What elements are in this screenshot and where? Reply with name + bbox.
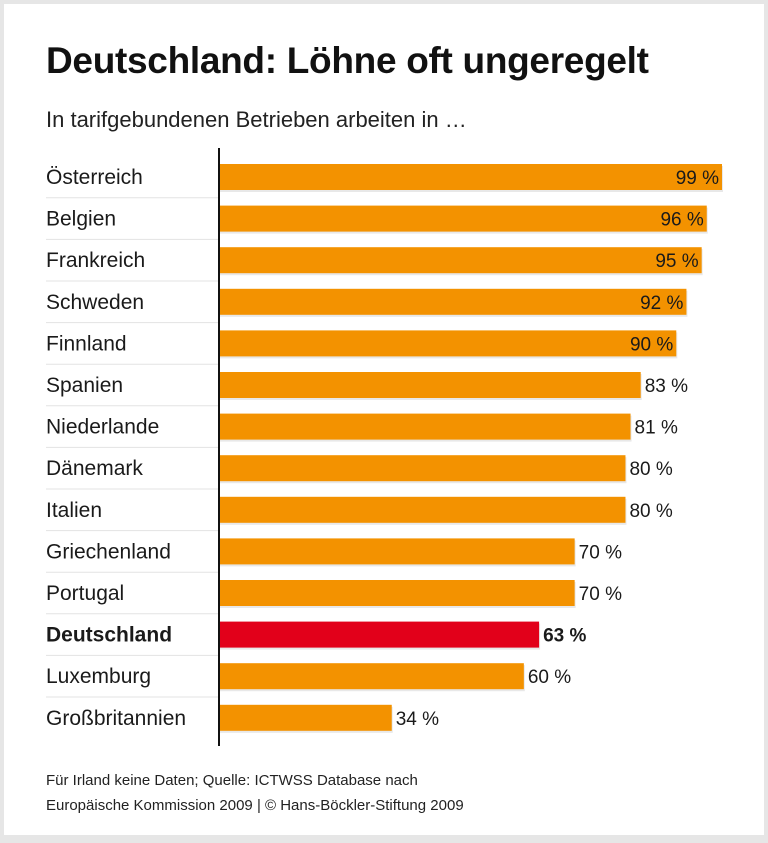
bar — [219, 663, 524, 690]
chart-footer: Für Irland keine Daten; Quelle: ICTWSS D… — [46, 768, 464, 818]
bar — [219, 413, 631, 440]
category-label: Großbritannien — [46, 707, 186, 730]
category-label: Belgien — [46, 208, 116, 231]
value-label: 99 % — [676, 168, 719, 189]
category-label: Frankreich — [46, 249, 145, 272]
value-label: 81 % — [635, 418, 678, 439]
category-label: Österreich — [46, 166, 143, 189]
bar — [219, 580, 575, 606]
value-label: 63 % — [543, 626, 586, 647]
chart-title: Deutschland: Löhne oft ungeregelt — [46, 40, 649, 81]
category-label: Deutschland — [46, 624, 172, 647]
value-label: 60 % — [528, 667, 571, 688]
value-label: 80 % — [629, 501, 672, 522]
value-label: 34 % — [396, 709, 439, 730]
value-label: 90 % — [630, 334, 673, 355]
bar — [219, 164, 722, 190]
category-label: Dänemark — [46, 457, 143, 480]
bar — [219, 496, 626, 523]
category-label: Spanien — [46, 374, 123, 397]
category-label: Luxemburg — [46, 665, 151, 688]
value-label: 80 % — [629, 459, 672, 480]
bar — [219, 704, 392, 731]
bar — [219, 205, 707, 232]
category-label: Niederlande — [46, 416, 159, 439]
value-label: 96 % — [660, 210, 703, 231]
value-label: 95 % — [655, 251, 698, 272]
bar — [219, 372, 641, 398]
footer-line-2: Europäische Kommission 2009 | © Hans-Böc… — [46, 797, 464, 814]
footer-line-1: Für Irland keine Daten; Quelle: ICTWSS D… — [46, 772, 418, 789]
bar — [219, 621, 540, 648]
category-label: Schweden — [46, 291, 144, 314]
bar — [219, 288, 687, 315]
value-label: 70 % — [579, 584, 622, 605]
bar — [219, 330, 677, 357]
chart-subtitle: In tarifgebundenen Betrieben arbeiten in… — [46, 107, 467, 132]
category-label: Italien — [46, 499, 102, 522]
category-label: Finnland — [46, 332, 127, 355]
category-label: Portugal — [46, 582, 124, 605]
bar — [219, 538, 575, 565]
bar — [219, 247, 702, 274]
value-label: 92 % — [640, 293, 683, 314]
value-label: 83 % — [645, 376, 688, 397]
category-label: Griechenland — [46, 540, 171, 563]
value-label: 70 % — [579, 542, 622, 563]
bar — [219, 455, 626, 482]
